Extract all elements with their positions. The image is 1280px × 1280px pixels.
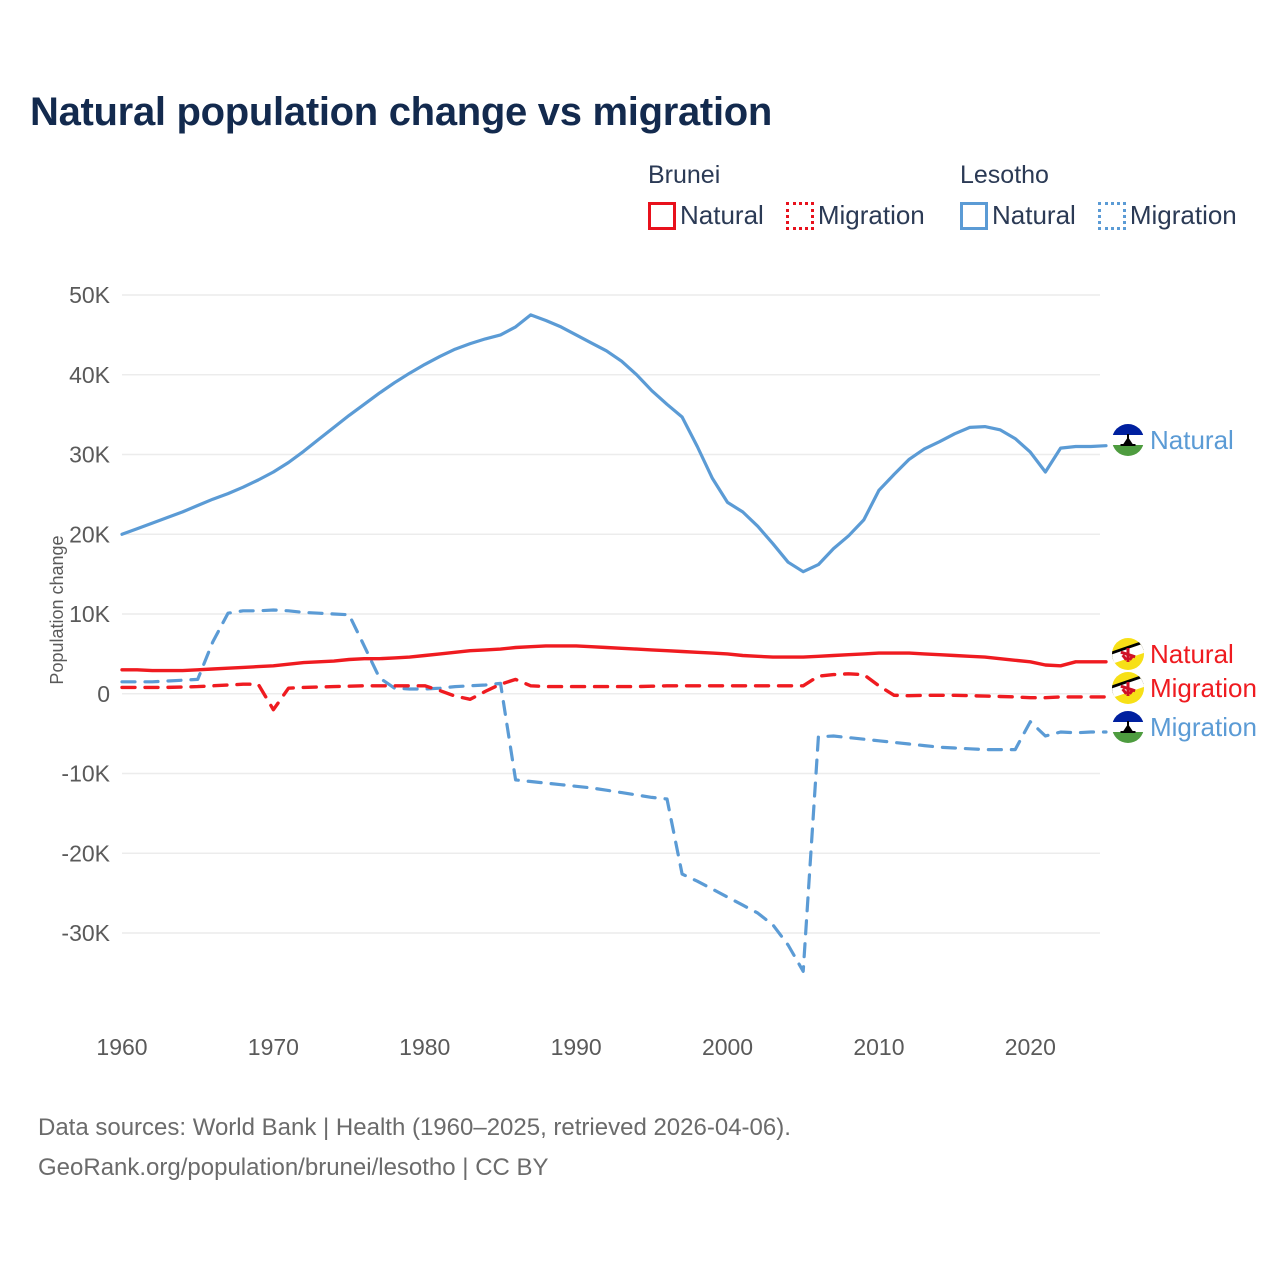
y-axis-tick-label: 30K bbox=[69, 442, 111, 468]
series-layer bbox=[120, 313, 1108, 973]
footer-attribution: GeoRank.org/population/brunei/lesotho | … bbox=[38, 1154, 549, 1181]
series-end-label: Natural bbox=[1112, 638, 1234, 670]
legend-group-lesotho: Lesotho Natural Migration bbox=[960, 160, 1237, 231]
series-end-label-text: Natural bbox=[1150, 424, 1234, 455]
chart-footer: Data sources: World Bank | Health (1960–… bbox=[38, 1108, 791, 1188]
lesotho-flag-icon bbox=[1112, 424, 1144, 456]
legend-country-lesotho: Lesotho bbox=[960, 161, 1049, 189]
grid-layer bbox=[122, 294, 1100, 934]
y-axis-title: Population change bbox=[47, 535, 67, 684]
legend-item-lesotho-natural[interactable]: Natural bbox=[960, 200, 1076, 231]
legend-label: Migration bbox=[817, 200, 925, 230]
x-axis-tick-label: 2020 bbox=[1005, 1034, 1056, 1060]
page-title: Natural population change vs migration bbox=[30, 90, 773, 134]
legend-swatch-solid-icon bbox=[960, 201, 988, 230]
series-end-label: Natural bbox=[1112, 424, 1234, 456]
x-axis-tick-label: 1970 bbox=[248, 1034, 299, 1060]
y-axis-tick-label: 10K bbox=[69, 601, 111, 627]
legend-item-brunei-migration[interactable]: Migration bbox=[785, 200, 925, 231]
legend-swatch-solid-icon bbox=[648, 201, 676, 230]
legend-label: Natural bbox=[992, 200, 1076, 230]
legend-label: Natural bbox=[680, 200, 764, 230]
y-axis-tick-label: 40K bbox=[69, 362, 111, 388]
legend-item-lesotho-migration[interactable]: Migration bbox=[1097, 200, 1237, 231]
legend-label: Migration bbox=[1129, 200, 1237, 230]
brunei-flag-icon bbox=[1112, 672, 1144, 704]
series-end-label-text: Migration bbox=[1150, 711, 1257, 742]
y-axis-tick-label: -20K bbox=[61, 840, 110, 866]
legend-country-brunei: Brunei bbox=[648, 161, 721, 189]
y-axis-tick-label: 0 bbox=[97, 681, 110, 707]
x-axis-tick-label: 2010 bbox=[853, 1034, 904, 1060]
chart-legend: Brunei Natural Migration Lesotho Natural… bbox=[640, 160, 1260, 240]
x-axis-tick-label: 2000 bbox=[702, 1034, 753, 1060]
y-axis-tick-label: 50K bbox=[69, 282, 111, 308]
y-axis-tick-label: 20K bbox=[69, 521, 111, 547]
y-axis-tick-label: -10K bbox=[61, 761, 110, 787]
series-line-brunei-migration bbox=[120, 672, 1108, 712]
y-axis-ticks: -30K -20K -10K 0 10K 20K 30K 40K 50K bbox=[61, 282, 110, 946]
lesotho-flag-icon bbox=[1112, 711, 1144, 743]
footer-data-sources: Data sources: World Bank | Health (1960–… bbox=[38, 1114, 791, 1141]
series-end-label: Migration bbox=[1112, 711, 1257, 743]
x-axis-ticks: 1960 1970 1980 1990 2000 2010 2020 bbox=[96, 1034, 1055, 1060]
series-end-label-text: Natural bbox=[1150, 638, 1234, 669]
x-axis-tick-label: 1960 bbox=[96, 1034, 147, 1060]
series-end-label: Migration bbox=[1112, 672, 1257, 704]
legend-swatch-dotted-icon bbox=[1097, 201, 1126, 230]
series-line-lesotho-natural bbox=[120, 313, 1108, 574]
y-axis-tick-label: -30K bbox=[61, 920, 110, 946]
legend-swatch-dotted-icon bbox=[785, 201, 814, 230]
series-line-lesotho-migration bbox=[120, 608, 1108, 973]
x-axis-tick-label: 1990 bbox=[551, 1034, 602, 1060]
series-line-brunei-natural bbox=[120, 644, 1108, 673]
x-axis-tick-label: 1980 bbox=[399, 1034, 450, 1060]
legend-item-brunei-natural[interactable]: Natural bbox=[648, 200, 764, 231]
series-end-label-text: Migration bbox=[1150, 672, 1257, 703]
brunei-flag-icon bbox=[1112, 638, 1144, 670]
legend-group-brunei: Brunei Natural Migration bbox=[648, 160, 925, 231]
